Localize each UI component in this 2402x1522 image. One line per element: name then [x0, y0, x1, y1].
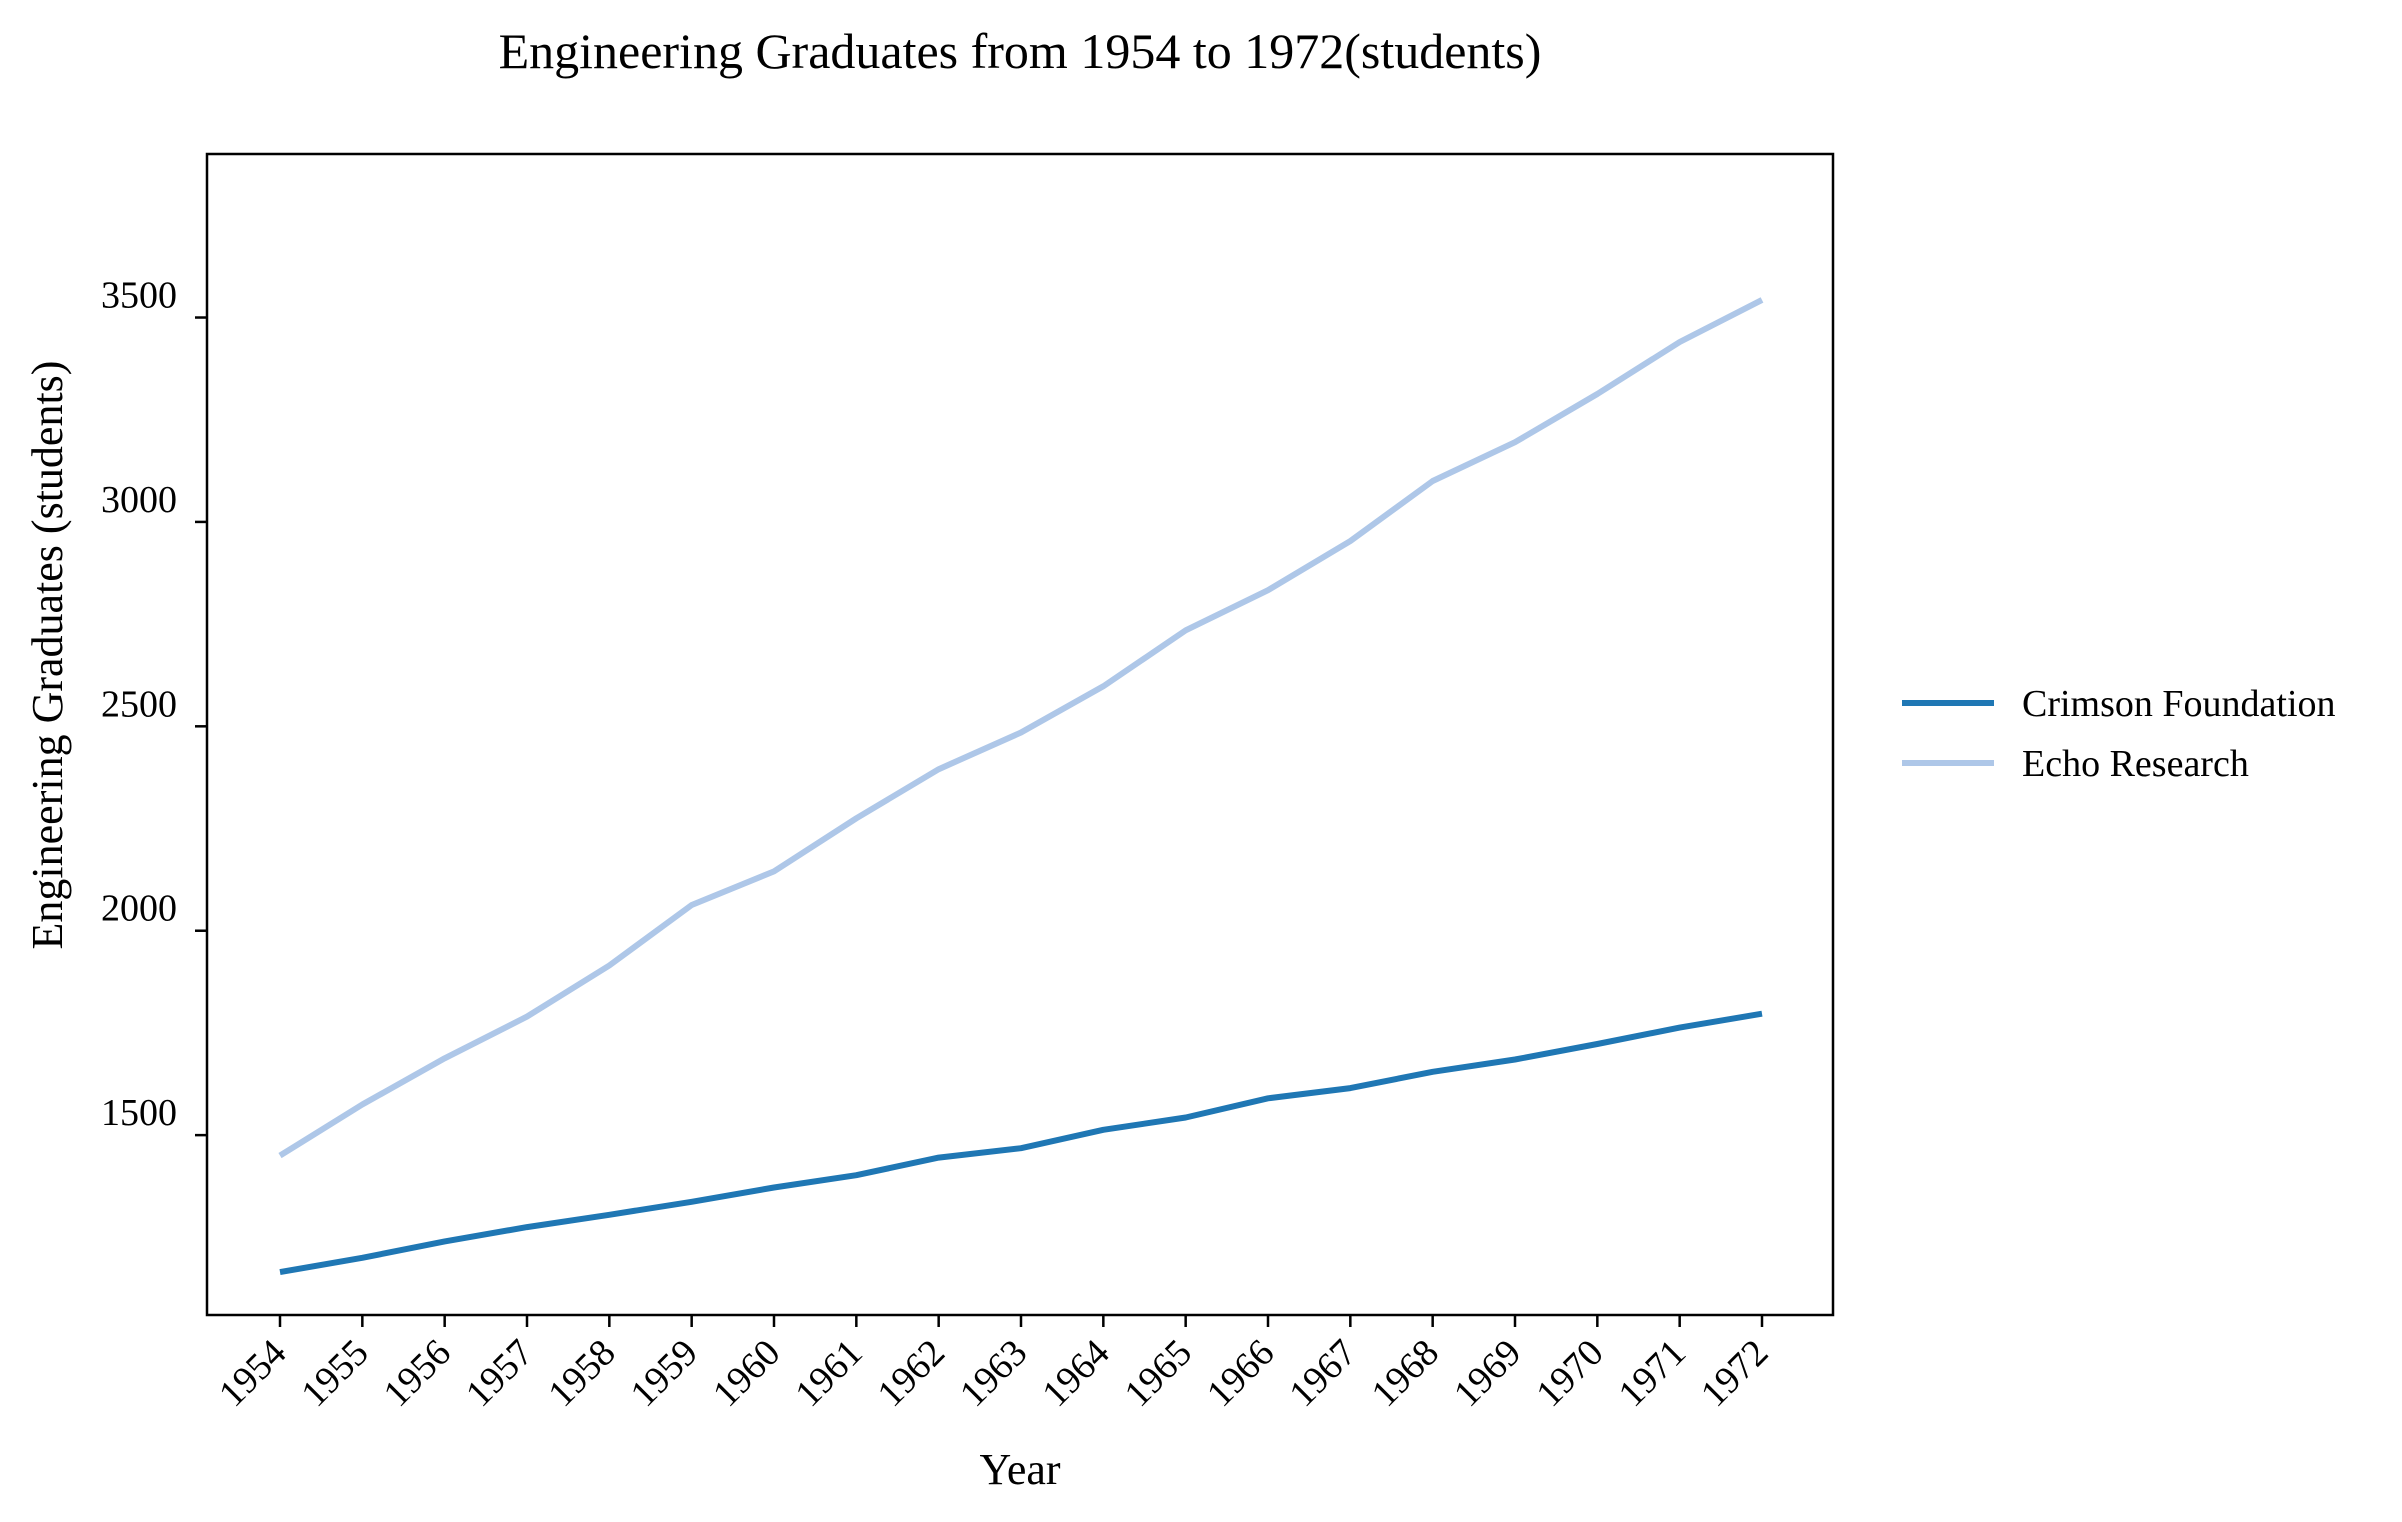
x-tick-label: 1970	[1528, 1332, 1611, 1415]
x-tick-label: 1968	[1364, 1332, 1447, 1415]
y-tick-label: 3000	[101, 479, 177, 521]
x-tick-label: 1963	[952, 1332, 1035, 1415]
legend-label-1: Crimson Foundation	[2022, 683, 2336, 725]
y-axis-label: Engineering Graduates (students)	[23, 361, 72, 950]
y-tick-label: 2000	[101, 888, 177, 930]
series-line-2	[278, 297, 1764, 1159]
x-tick-label: 1954	[211, 1332, 294, 1415]
x-tick-label: 1961	[787, 1332, 870, 1415]
x-tick-label: 1955	[293, 1332, 376, 1415]
x-tick-label: 1967	[1281, 1332, 1364, 1415]
y-tick-label: 3500	[101, 275, 177, 317]
x-axis-label: Year	[979, 1445, 1060, 1494]
x-tick-label: 1964	[1034, 1332, 1117, 1415]
x-tick-label: 1959	[623, 1332, 706, 1415]
x-tick-label: 1956	[376, 1332, 459, 1415]
x-tick-label: 1969	[1446, 1332, 1529, 1415]
x-tick-label: 1962	[870, 1332, 953, 1415]
y-tick-label: 2500	[101, 683, 177, 725]
legend-label-2: Echo Research	[2022, 743, 2249, 785]
series-line-1	[279, 1010, 1763, 1276]
legend: Crimson Foundation Echo Research	[1902, 683, 2336, 785]
plot-area: 1500 2000 2500 3000 3500 19541955195619571958…	[101, 152, 1835, 1415]
x-tick-label: 1971	[1611, 1332, 1694, 1415]
x-tick-label: 1965	[1117, 1332, 1200, 1415]
chart-title: Engineering Graduates from 1954 to 1972(…	[499, 23, 1542, 79]
x-tick-label: 1957	[458, 1332, 541, 1415]
x-tick-label: 1960	[705, 1332, 788, 1415]
y-tick-label: 1500	[101, 1092, 177, 1134]
x-tick-label: 1966	[1199, 1332, 1282, 1415]
x-tick-label: 1972	[1693, 1332, 1776, 1415]
x-tick-label: 1958	[540, 1332, 623, 1415]
